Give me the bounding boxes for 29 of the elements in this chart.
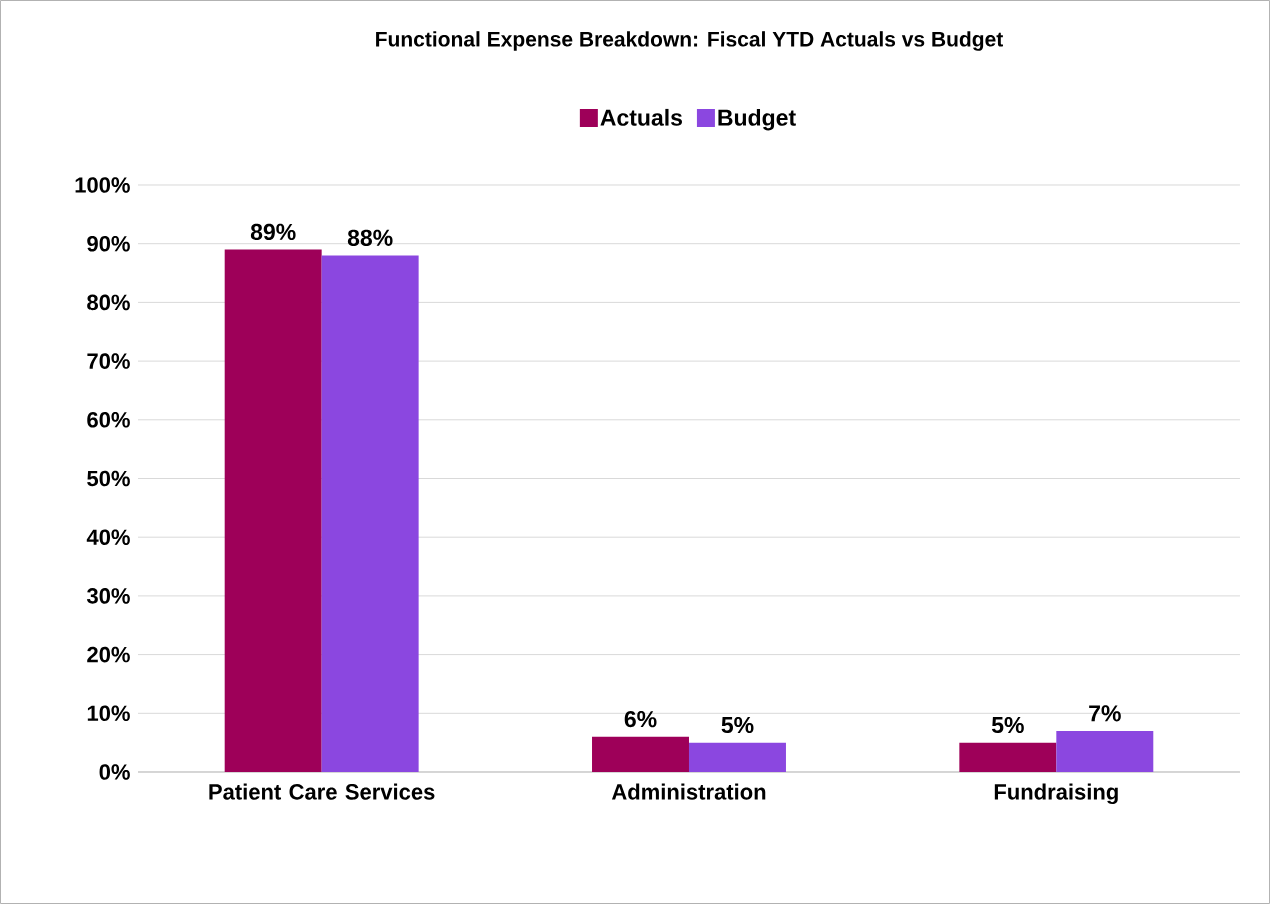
bar: [321, 255, 419, 772]
y-tick-label: 10%: [87, 705, 130, 722]
y-tick-label: 80%: [87, 294, 130, 311]
y-tick-label: 90%: [87, 235, 130, 252]
chart-title: Functional Expense Breakdown: Fiscal YTD Actuals vs Budget: [376, 31, 1004, 51]
data-label: 88%: [347, 229, 393, 246]
data-label: 7%: [1089, 705, 1121, 722]
y-tick-label: 60%: [87, 412, 130, 428]
y-tick-label: 70%: [87, 353, 130, 369]
bar: [224, 249, 322, 772]
legend-label: Budget: [718, 108, 796, 131]
y-tick-label: 100%: [75, 177, 130, 193]
x-tick-label: Fundraising: [994, 783, 1118, 805]
legend-label: Actuals: [600, 108, 682, 126]
data-label: 89%: [250, 223, 296, 241]
data-label: 5%: [991, 716, 1024, 734]
x-tick-label: Patient Care Services: [209, 783, 435, 800]
y-tick-label: 40%: [86, 529, 130, 545]
y-tick-label: 30%: [86, 588, 130, 604]
y-tick-label: 20%: [87, 646, 130, 663]
x-tick-label: Administration: [611, 783, 766, 800]
data-label: 6%: [624, 710, 657, 728]
y-tick-label: 0%: [99, 764, 130, 780]
bar: [959, 742, 1057, 772]
y-tick-label: 50%: [87, 470, 130, 487]
data-label: 5%: [721, 716, 754, 734]
bar: [1056, 730, 1154, 772]
bar: [592, 736, 689, 772]
bar: [688, 742, 786, 772]
